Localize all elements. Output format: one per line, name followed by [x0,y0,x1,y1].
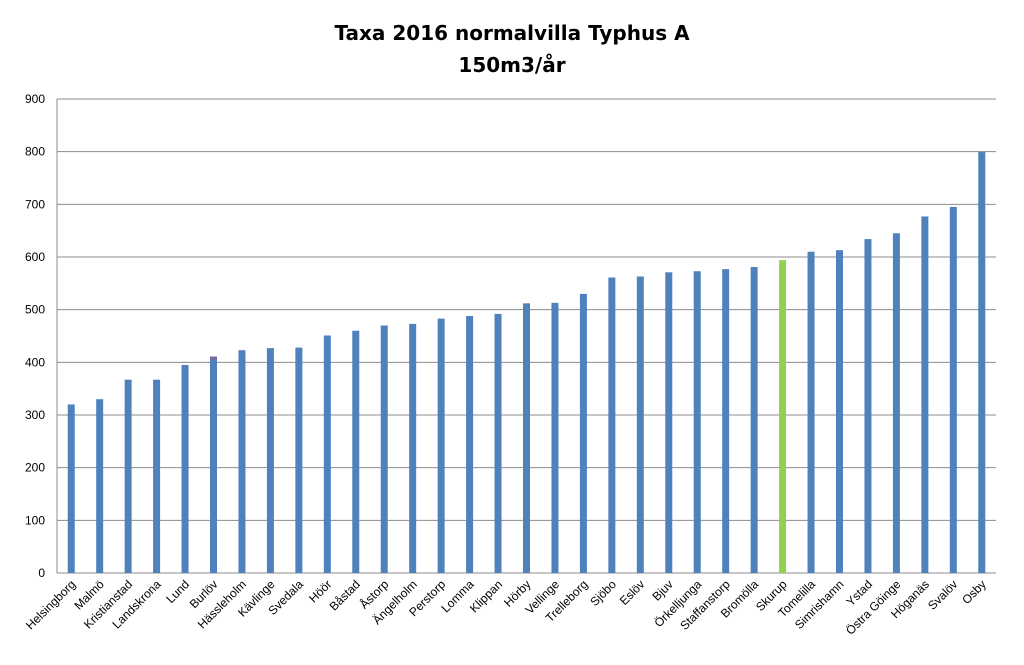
bar [153,379,161,573]
bar [124,379,132,573]
bar [523,303,530,573]
bar [892,233,900,574]
y-axis: 0 100 200 300 400 500 600 700 800 900 [25,92,45,580]
bar [466,315,474,573]
bar [978,151,986,573]
y-tick-label: 900 [25,92,45,106]
y-tick-label: 300 [25,408,45,422]
x-tick-label: Helsingborg [23,577,78,632]
bar [921,216,929,574]
x-tick-label: Svalöv [925,577,960,612]
bar [494,313,502,573]
x-tick-label: Båstad [327,577,363,613]
bar [750,267,758,573]
bar [352,330,360,573]
bar [836,250,843,574]
bar [779,260,787,573]
bar [608,277,616,573]
bar [722,269,730,573]
y-tick-label: 100 [25,513,45,527]
bar [807,251,815,573]
bar [579,293,587,573]
bar [636,276,644,573]
y-tick-label: 600 [25,250,45,264]
chart-title: Taxa 2016 normalvilla Typhus A [334,21,690,45]
bar [67,404,75,573]
bar-cap [210,356,217,360]
bar [238,350,246,573]
bar [210,356,217,573]
y-tick-label: 400 [25,355,45,369]
bars [67,151,986,574]
bar [437,318,445,573]
bar [295,347,303,573]
y-tick-label: 800 [25,145,45,159]
bar [266,348,274,573]
x-tick-label: Klippan [467,577,505,615]
y-tick-label: 200 [25,461,45,475]
bar [181,364,189,573]
bar [409,323,417,573]
chart-subtitle: 150m3/år [458,53,565,77]
y-tick-label: 0 [38,566,45,580]
bar [96,399,104,573]
bar [949,206,957,573]
bar [665,272,673,573]
bar [693,271,701,573]
x-tick-label: Sjöbo [587,577,619,609]
y-tick-label: 700 [25,197,45,211]
bar [864,239,872,574]
bar [380,325,388,573]
bar [323,335,331,573]
bar [551,302,559,573]
x-tick-label: Osby [959,577,989,607]
x-tick-label: Eslöv [617,577,648,608]
y-tick-label: 500 [25,303,45,317]
